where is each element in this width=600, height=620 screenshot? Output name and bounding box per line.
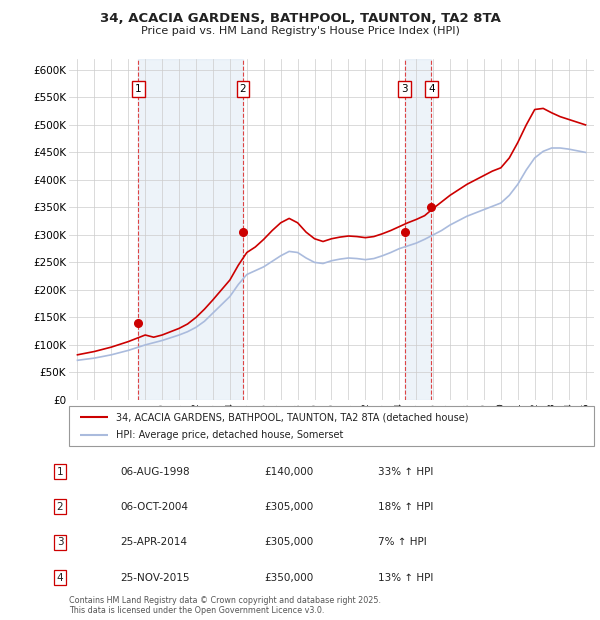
Text: 34, ACACIA GARDENS, BATHPOOL, TAUNTON, TA2 8TA: 34, ACACIA GARDENS, BATHPOOL, TAUNTON, T… (100, 12, 500, 25)
Text: 18% ↑ HPI: 18% ↑ HPI (378, 502, 433, 512)
Text: £305,000: £305,000 (264, 537, 313, 547)
Text: 33% ↑ HPI: 33% ↑ HPI (378, 466, 433, 477)
Text: 06-AUG-1998: 06-AUG-1998 (120, 466, 190, 477)
Text: 2: 2 (56, 502, 64, 512)
Text: 25-NOV-2015: 25-NOV-2015 (120, 572, 190, 583)
FancyBboxPatch shape (69, 406, 594, 446)
Text: Price paid vs. HM Land Registry's House Price Index (HPI): Price paid vs. HM Land Registry's House … (140, 26, 460, 36)
Text: 25-APR-2014: 25-APR-2014 (120, 537, 187, 547)
Text: Contains HM Land Registry data © Crown copyright and database right 2025.
This d: Contains HM Land Registry data © Crown c… (69, 596, 381, 615)
Bar (404, 59, 431, 400)
Text: £350,000: £350,000 (264, 572, 313, 583)
Text: £305,000: £305,000 (264, 502, 313, 512)
Text: HPI: Average price, detached house, Somerset: HPI: Average price, detached house, Some… (116, 430, 344, 440)
Text: 34, ACACIA GARDENS, BATHPOOL, TAUNTON, TA2 8TA (detached house): 34, ACACIA GARDENS, BATHPOOL, TAUNTON, T… (116, 412, 469, 422)
Text: 2: 2 (239, 84, 246, 94)
Text: 3: 3 (56, 537, 64, 547)
Text: 1: 1 (135, 84, 142, 94)
Text: 4: 4 (428, 84, 435, 94)
Text: 7% ↑ HPI: 7% ↑ HPI (378, 537, 427, 547)
Text: 4: 4 (56, 572, 64, 583)
Text: 1: 1 (56, 466, 64, 477)
Text: 3: 3 (401, 84, 408, 94)
Text: £140,000: £140,000 (264, 466, 313, 477)
Text: 06-OCT-2004: 06-OCT-2004 (120, 502, 188, 512)
Bar (139, 59, 243, 400)
Text: 13% ↑ HPI: 13% ↑ HPI (378, 572, 433, 583)
